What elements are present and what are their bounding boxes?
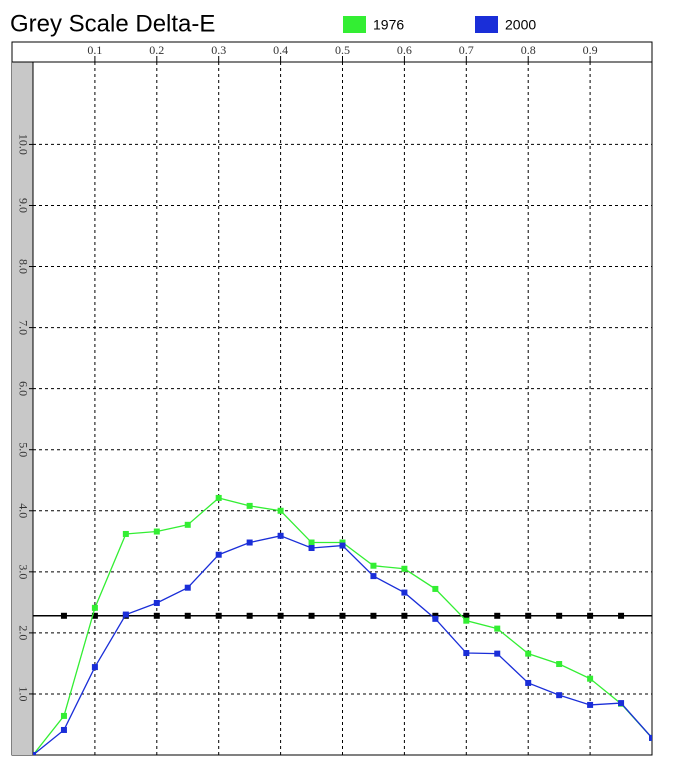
y-tick-label: 2.0 <box>16 625 30 640</box>
data-point <box>401 589 408 596</box>
x-tick-label: 0.3 <box>211 43 226 57</box>
data-point <box>494 650 501 657</box>
data-point <box>463 650 470 657</box>
threshold-marker <box>246 612 253 619</box>
x-tick-label: 0.1 <box>87 43 102 57</box>
y-tick-label: 7.0 <box>16 320 30 335</box>
data-point <box>33 752 36 755</box>
data-point <box>401 565 408 572</box>
chart-title: Grey Scale Delta-E <box>10 10 215 37</box>
threshold-marker <box>463 612 470 619</box>
threshold-marker <box>60 612 67 619</box>
y-axis-band <box>12 62 33 755</box>
data-point <box>122 611 129 618</box>
data-point <box>153 599 160 606</box>
data-point <box>246 539 253 546</box>
y-tick-label: 10.0 <box>16 134 30 155</box>
data-point <box>215 551 222 558</box>
data-point <box>649 734 652 741</box>
data-point <box>370 562 377 569</box>
threshold-marker <box>525 612 532 619</box>
data-point <box>370 573 377 580</box>
threshold-marker <box>556 612 563 619</box>
y-tick-label: 6.0 <box>16 381 30 396</box>
threshold-marker <box>370 612 377 619</box>
y-tick-label: 8.0 <box>16 259 30 274</box>
y-tick-label: 1.0 <box>16 686 30 701</box>
y-tick-label: 5.0 <box>16 442 30 457</box>
legend-swatch <box>343 16 366 33</box>
data-point <box>494 625 501 632</box>
threshold-marker <box>153 612 160 619</box>
legend-swatch <box>475 16 498 33</box>
data-point <box>122 530 129 537</box>
threshold-marker <box>184 612 191 619</box>
x-tick-label: 0.9 <box>583 43 598 57</box>
data-point <box>184 584 191 591</box>
data-point <box>215 494 222 501</box>
x-tick-label: 0.2 <box>149 43 164 57</box>
plot-area <box>33 62 652 755</box>
data-point <box>587 675 594 682</box>
plot-frame <box>11 41 653 756</box>
data-point <box>432 615 439 622</box>
data-point <box>277 532 284 539</box>
x-tick-label: 0.8 <box>521 43 536 57</box>
threshold-marker <box>587 612 594 619</box>
y-tick-label: 3.0 <box>16 564 30 579</box>
data-point <box>556 661 563 668</box>
data-point <box>339 539 346 546</box>
data-point <box>277 507 284 514</box>
legend-label: 1976 <box>373 17 404 33</box>
data-point <box>246 502 253 509</box>
data-point <box>153 528 160 535</box>
data-point <box>525 650 532 657</box>
threshold-marker <box>308 612 315 619</box>
data-point <box>339 542 346 549</box>
y-tick-label: 4.0 <box>16 503 30 518</box>
x-tick-label: 0.4 <box>273 43 288 57</box>
x-tick-label: 0.7 <box>459 43 474 57</box>
x-tick-label: 0.5 <box>335 43 350 57</box>
threshold-marker <box>618 612 625 619</box>
threshold-marker <box>339 612 346 619</box>
data-point <box>556 692 563 699</box>
data-point <box>463 617 470 624</box>
data-point <box>308 545 315 552</box>
threshold-marker <box>494 612 501 619</box>
threshold-marker <box>277 612 284 619</box>
data-point <box>91 604 98 611</box>
x-tick-label: 0.6 <box>397 43 412 57</box>
data-point <box>60 726 67 733</box>
data-point <box>308 539 315 546</box>
data-point <box>587 701 594 708</box>
data-point <box>91 664 98 671</box>
threshold-marker <box>215 612 222 619</box>
data-point <box>618 700 625 707</box>
y-tick-label: 9.0 <box>16 198 30 213</box>
threshold-marker <box>401 612 408 619</box>
data-point <box>184 521 191 528</box>
data-point <box>525 679 532 686</box>
data-point <box>60 712 67 719</box>
data-point <box>432 585 439 592</box>
legend-label: 2000 <box>505 17 536 33</box>
threshold-marker <box>432 612 439 619</box>
threshold-marker <box>91 612 98 619</box>
